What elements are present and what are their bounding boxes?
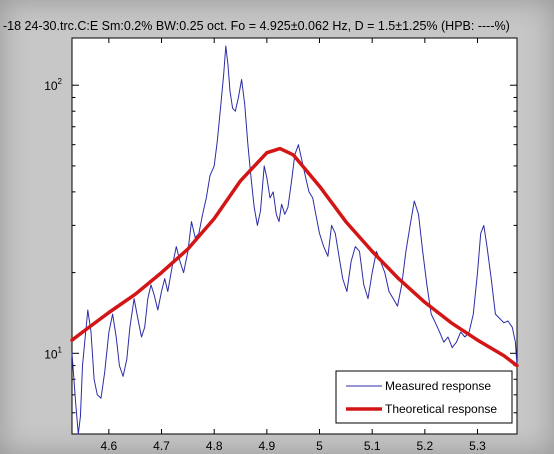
y-tick-label: 101 (44, 345, 62, 361)
x-tick-label: 5.1 (364, 439, 381, 453)
x-tick-label: 5.2 (416, 439, 433, 453)
x-tick-label: 4.8 (206, 439, 223, 453)
y-tick-label: 102 (44, 77, 62, 93)
x-tick-label: 4.6 (101, 439, 118, 453)
legend-label-measured: Measured response (385, 379, 491, 393)
x-tick-label: 4.9 (259, 439, 276, 453)
x-tick-label: 5 (316, 439, 323, 453)
x-tick-label: 5.3 (469, 439, 486, 453)
x-tick-label: 4.7 (153, 439, 170, 453)
legend-label-theoretical: Theoretical response (385, 402, 497, 416)
chart-title: -18 24-30.trc.C:E Sm:0.2% BW:0.25 oct. F… (3, 19, 510, 33)
legend: Measured response Theoretical response (336, 371, 512, 423)
